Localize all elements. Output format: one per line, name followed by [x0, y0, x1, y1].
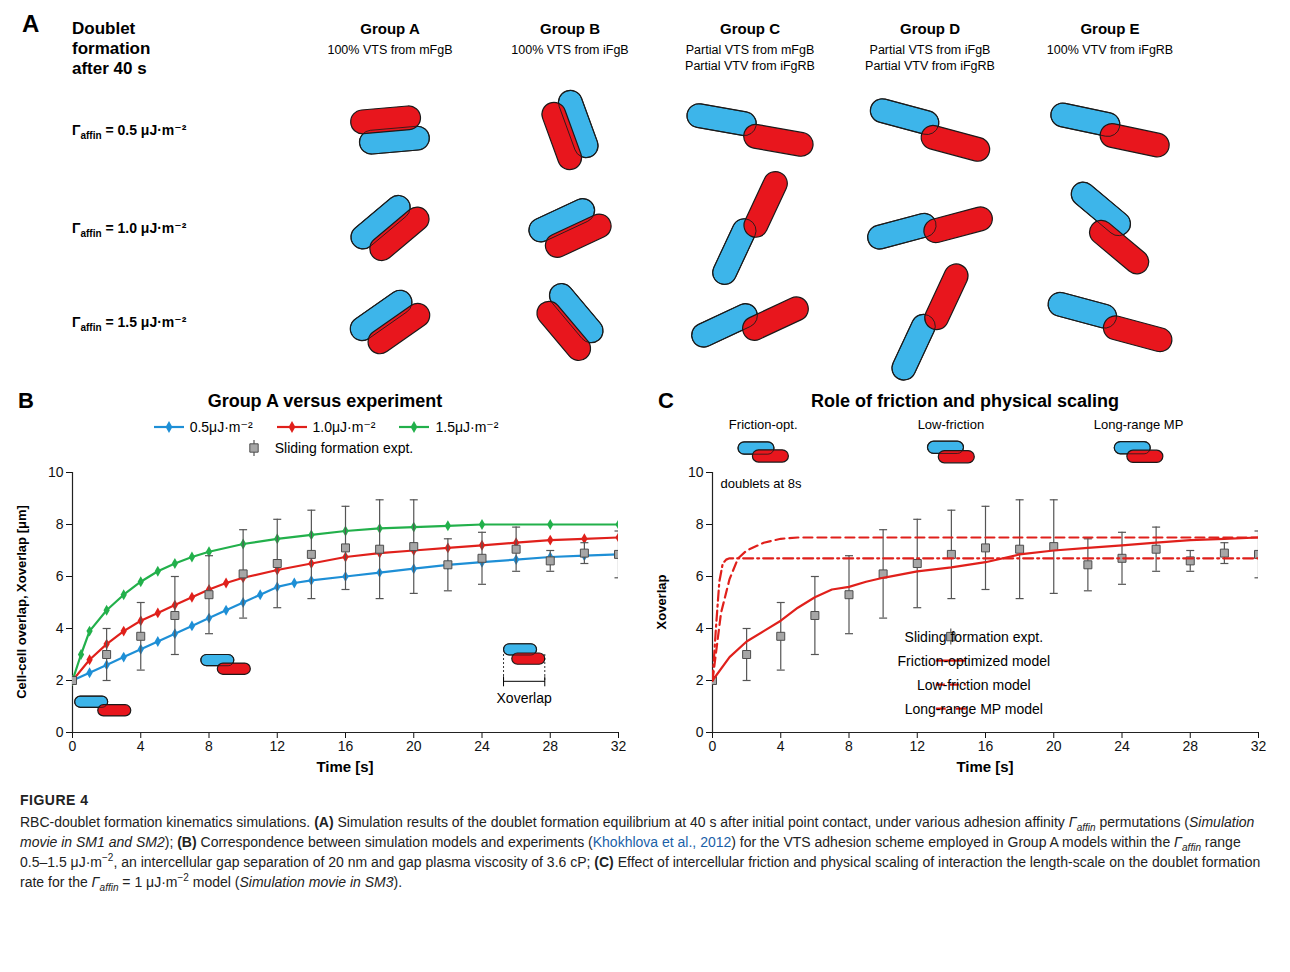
svg-text:8: 8 [205, 738, 213, 754]
svg-text:0: 0 [696, 724, 704, 740]
svg-text:16: 16 [338, 738, 354, 754]
svg-text:Doublet: Doublet [72, 19, 136, 38]
svg-text:8: 8 [696, 516, 704, 532]
svg-text:Γaffin = 1.5 μJ·m⁻²: Γaffin = 1.5 μJ·m⁻² [72, 314, 187, 333]
svg-text:after 40 s: after 40 s [72, 59, 147, 78]
svg-text:Group B: Group B [540, 20, 600, 37]
svg-text:Low-friction: Low-friction [918, 417, 984, 432]
svg-text:0: 0 [69, 738, 77, 754]
svg-text:8: 8 [56, 516, 64, 532]
svg-text:24: 24 [474, 738, 490, 754]
html-text:C: C [658, 388, 674, 413]
svg-text:2: 2 [56, 672, 64, 688]
svg-text:28: 28 [542, 738, 558, 754]
svg-text:4: 4 [137, 738, 145, 754]
svg-text:100% VTS from mFgB: 100% VTS from mFgB [327, 43, 452, 57]
svg-text:0: 0 [56, 724, 64, 740]
html-text:RBC-doublet formation kinemati: RBC-doublet formation kinematics simulat… [20, 814, 1261, 893]
svg-text:Sliding formation expt.: Sliding formation expt. [905, 629, 1044, 645]
svg-text:Group A: Group A [360, 20, 420, 37]
svg-text:Partial VTS from mFgB: Partial VTS from mFgB [686, 43, 815, 57]
html-text:FIGURE 4: FIGURE 4 [20, 792, 89, 808]
svg-text:12: 12 [909, 738, 925, 754]
html-text:0.5μJ·m⁻²: 0.5μJ·m⁻² [189, 418, 253, 435]
svg-text:2: 2 [696, 672, 704, 688]
svg-text:20: 20 [406, 738, 422, 754]
html-text:1.0μJ·m⁻²: 1.0μJ·m⁻² [312, 418, 376, 435]
svg-text:Xoverlap: Xoverlap [497, 690, 552, 706]
svg-text:8: 8 [845, 738, 853, 754]
svg-text:Group E: Group E [1080, 20, 1139, 37]
svg-text:4: 4 [696, 620, 704, 636]
svg-text:Group D: Group D [900, 20, 960, 37]
svg-text:32: 32 [611, 738, 627, 754]
svg-text:12: 12 [269, 738, 285, 754]
svg-text:6: 6 [56, 568, 64, 584]
svg-text:24: 24 [1114, 738, 1130, 754]
html-text:Group A versus experiment: Group A versus experiment [207, 391, 443, 411]
svg-text:10: 10 [48, 464, 64, 480]
svg-text:32: 32 [1251, 738, 1267, 754]
svg-text:Low-friction model: Low-friction model [917, 677, 1031, 693]
svg-text:Cell-cell overlap, Xoverlap [μ: Cell-cell overlap, Xoverlap [μm] [14, 505, 29, 699]
svg-text:Partial VTS from iFgB: Partial VTS from iFgB [870, 43, 991, 57]
svg-text:Group C: Group C [720, 20, 780, 37]
svg-text:Xoverlap: Xoverlap [654, 574, 669, 629]
svg-text:Time [s]: Time [s] [316, 758, 373, 775]
svg-text:Long-range MP: Long-range MP [1094, 417, 1184, 432]
svg-text:Γaffin = 0.5 μJ·m⁻²: Γaffin = 0.5 μJ·m⁻² [72, 122, 187, 141]
svg-text:4: 4 [56, 620, 64, 636]
html-text:1.5μJ·m⁻²: 1.5μJ·m⁻² [435, 418, 499, 435]
html-text:Sliding formation expt.: Sliding formation expt. [274, 439, 414, 456]
html-text:Role of friction and physical: Role of friction and physical scaling [811, 391, 1119, 411]
svg-text:100% VTV from iFgRB: 100% VTV from iFgRB [1047, 43, 1173, 57]
svg-text:6: 6 [696, 568, 704, 584]
svg-text:Long-range MP model: Long-range MP model [905, 701, 1043, 717]
svg-text:20: 20 [1046, 738, 1062, 754]
svg-text:Friction-opt.: Friction-opt. [729, 417, 798, 432]
svg-text:Partial VTV from iFgRB: Partial VTV from iFgRB [685, 59, 815, 73]
html-text:B: B [18, 388, 34, 413]
svg-text:100% VTS from iFgB: 100% VTS from iFgB [511, 43, 628, 57]
svg-text:Friction-optimized model: Friction-optimized model [898, 653, 1051, 669]
svg-text:16: 16 [978, 738, 994, 754]
svg-text:4: 4 [777, 738, 785, 754]
svg-text:doublets at 8s: doublets at 8s [721, 476, 802, 491]
svg-text:Γaffin = 1.0 μJ·m⁻²: Γaffin = 1.0 μJ·m⁻² [72, 220, 187, 239]
svg-text:Partial VTV from iFgRB: Partial VTV from iFgRB [865, 59, 995, 73]
svg-text:A: A [22, 10, 39, 37]
svg-text:Time [s]: Time [s] [956, 758, 1013, 775]
svg-text:28: 28 [1182, 738, 1198, 754]
svg-text:formation: formation [72, 39, 150, 58]
svg-text:0: 0 [709, 738, 717, 754]
svg-text:10: 10 [688, 464, 704, 480]
